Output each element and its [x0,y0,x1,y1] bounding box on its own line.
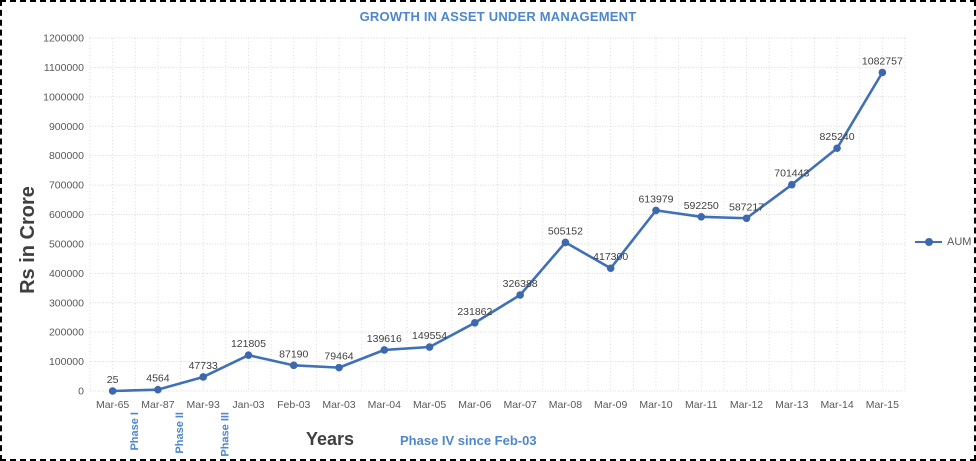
chart-title: GROWTH IN ASSET UNDER MANAGEMENT [359,9,637,24]
x-tick-label: Mar-04 [368,399,401,411]
data-label: 87190 [279,348,308,360]
y-tick-label: 300000 [49,297,84,309]
data-point-marker [742,214,751,223]
y-axis-tick-labels: 0 100000 200000 300000 400000 500000 600000 700… [43,33,84,398]
aum-series-line [112,71,884,393]
x-tick-label: Mar-03 [322,399,355,411]
data-point-marker [788,180,796,189]
data-point-marker [561,238,570,247]
x-tick-label: Mar-11 [685,399,718,411]
phase-annotation: Phase III [219,412,231,457]
data-label: 587217 [729,201,764,213]
phase-annotation: Phase II [174,412,186,454]
legend: AUM [915,236,971,248]
y-tick-label: 200000 [49,327,84,339]
data-point-marker [335,363,343,372]
data-point-marker [833,144,841,153]
data-label: 613979 [638,193,673,205]
y-tick-label: 100000 [49,356,84,368]
data-label: 149554 [412,330,447,342]
data-point-marker [154,385,162,394]
phase-annotation: Phase I [129,412,141,451]
data-point-marker [380,346,389,354]
y-tick-label: 1000000 [43,91,84,103]
x-tick-label: Jan-03 [232,399,264,411]
legend-marker-dot-icon [924,238,933,246]
data-label: 25 [107,374,119,386]
y-tick-label: 800000 [49,150,84,162]
data-point-marker [244,351,253,359]
data-label: 1082757 [862,55,903,67]
x-tick-label: Mar-09 [594,399,627,411]
data-labels: 25 4564 47733 121805 87190 79464 139616 149554 2… [107,55,903,386]
x-tick-label: Mar-15 [866,399,899,411]
x-tick-label: Mar-05 [413,399,446,411]
data-label: 121805 [231,338,266,350]
data-label: 47733 [189,360,218,372]
y-tick-label: 1100000 [44,62,84,74]
data-point-markers [108,68,887,395]
data-point-marker [878,68,887,77]
data-label: 326388 [503,278,538,290]
data-point-marker [652,206,660,215]
data-label: 592250 [684,200,719,212]
data-point-marker [289,361,298,370]
data-label: 825240 [820,131,855,143]
data-point-marker [425,343,434,351]
x-tick-label: Mar-93 [187,399,220,411]
x-axis-title: Years [306,429,355,449]
data-label: 139616 [367,333,402,345]
data-label: 79464 [324,351,353,363]
x-tick-label: Mar-08 [549,399,582,411]
y-tick-label: 400000 [49,268,84,280]
data-point-marker [471,318,479,327]
x-tick-label: Mar-06 [458,399,491,411]
x-tick-label: Feb-03 [277,399,310,411]
data-label: 417300 [593,251,628,263]
y-tick-label: 500000 [49,238,84,250]
y-axis-title: Rs in Crore [17,186,39,294]
gridlines [89,37,906,392]
x-tick-label: Mar-87 [141,399,174,411]
x-tick-label: Mar-65 [96,399,129,411]
data-label: 505152 [548,225,583,237]
phase4-annotation: Phase IV since Feb-03 [400,433,537,448]
data-label: 4564 [146,373,170,385]
y-tick-label: 900000 [49,121,84,133]
data-label: 701443 [774,168,809,180]
x-tick-label: Mar-14 [820,399,853,411]
x-tick-label: Mar-07 [504,399,537,411]
data-point-marker [697,212,706,221]
legend-series-label: AUM [947,236,972,248]
x-axis-tick-labels: Mar-65 Mar-87 Mar-93 Jan-03 Feb-03 Mar-03 Mar-… [96,399,899,411]
x-tick-label: Mar-12 [730,399,763,411]
data-label: 231862 [457,306,492,318]
data-point-marker [199,373,207,381]
x-tick-label: Mar-10 [639,399,672,411]
x-tick-label: Mar-13 [775,399,808,411]
y-tick-label: 600000 [49,209,84,221]
y-tick-label: 700000 [49,180,84,192]
legend-line-marker-icon [915,238,942,246]
data-point-marker [516,291,524,299]
data-point-marker [606,264,615,273]
data-point-marker [108,387,117,395]
y-tick-label: 0 [78,386,84,398]
y-tick-label: 1200000 [43,33,84,45]
